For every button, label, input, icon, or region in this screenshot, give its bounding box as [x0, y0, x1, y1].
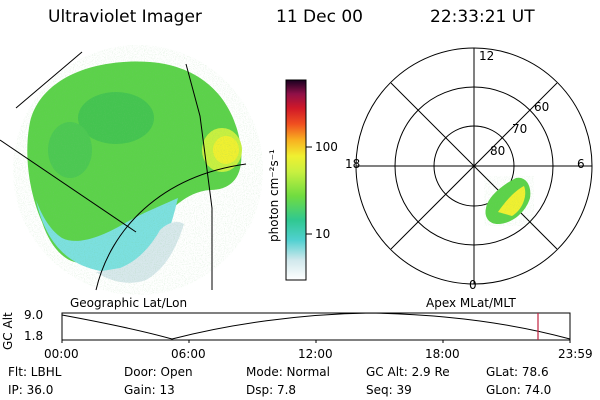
altitude-plot-frame — [61, 312, 571, 341]
colorbar-tick-label-10: 10 — [315, 227, 331, 241]
status-seq: Seq: 39 — [366, 383, 412, 397]
status-flt: Flt: LBHL — [8, 365, 62, 379]
polar-grid — [355, 47, 593, 285]
altitude-ytick-low: 1.8 — [24, 329, 44, 343]
colorbar-tick-label-100: 100 — [315, 140, 338, 154]
status-glat: GLat: 78.6 — [486, 365, 549, 379]
altitude-curve — [61, 312, 571, 340]
xtick-0000: 00:00 — [44, 347, 79, 361]
altitude-xticks — [61, 340, 571, 343]
mlt-label-bottom: 0 — [469, 278, 477, 292]
status-dsp: Dsp: 7.8 — [246, 383, 297, 397]
status-door: Door: Open — [124, 365, 193, 379]
status-gain: Gain: 13 — [124, 383, 175, 397]
xtick-1200: 12:00 — [298, 347, 333, 361]
mlt-label-right: 6 — [577, 157, 585, 171]
aurora-image-geographic — [13, 45, 263, 295]
mlat-label-70: 70 — [512, 122, 528, 136]
geographic-grid — [0, 51, 247, 291]
status-mode: Mode: Normal — [246, 365, 330, 379]
xtick-0600: 06:00 — [171, 347, 206, 361]
status-gc-alt: GC Alt: 2.9 Re — [366, 365, 450, 379]
altitude-ylabel: GC Alt — [1, 312, 15, 350]
xtick-1800: 18:00 — [425, 347, 460, 361]
date-label: 11 Dec 00 — [276, 7, 363, 27]
time-label: 22:33:21 UT — [430, 7, 535, 27]
altitude-ytick-high: 9.0 — [24, 308, 44, 322]
aurora-image-apex — [484, 176, 534, 226]
mlt-label-top: 12 — [479, 49, 495, 63]
status-ip: IP: 36.0 — [8, 383, 54, 397]
mlat-label-80: 80 — [490, 144, 506, 158]
mlat-label-60: 60 — [534, 100, 550, 114]
xtick-2359: 23:59 — [558, 347, 593, 361]
colorbar-unit-label: photon cm⁻²s⁻¹ — [267, 149, 281, 242]
mlt-label-left: 18 — [345, 157, 361, 171]
apex-caption: Apex MLat/MLT — [426, 296, 516, 310]
instrument-title: Ultraviolet Imager — [48, 7, 202, 27]
colorbar — [285, 79, 307, 281]
status-glon: GLon: 74.0 — [486, 383, 552, 397]
geographic-caption: Geographic Lat/Lon — [70, 296, 188, 310]
